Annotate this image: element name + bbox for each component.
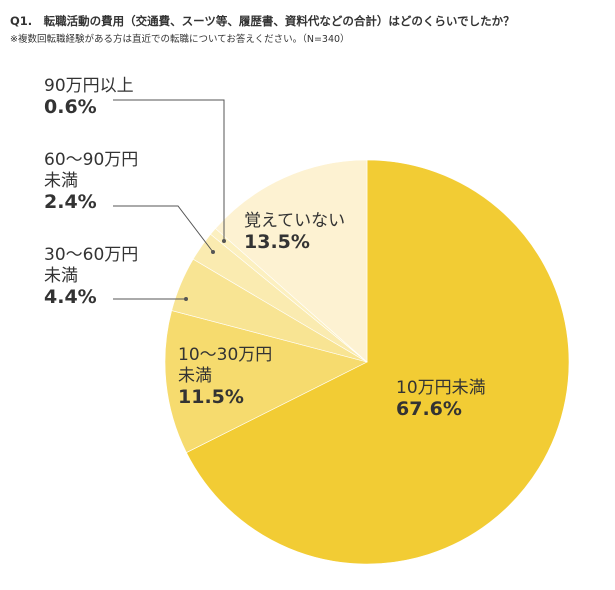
slice-percent: 11.5%: [178, 386, 244, 408]
slice-label: 覚えていない 13.5%: [244, 211, 345, 253]
slice-label-text: 未満: [44, 171, 78, 191]
leader-dot: [184, 297, 188, 301]
slice-label-text: 未満: [44, 266, 78, 286]
slice-percent: 4.4%: [44, 286, 97, 308]
slice-label: 60～90万円 未満 2.4%: [44, 150, 138, 213]
slice-label-text: 覚えていない: [244, 211, 346, 231]
slice-label-text: 60～90万円: [44, 150, 139, 170]
leader-dot: [222, 239, 226, 243]
question-title: Q1. 転職活動の費用（交通費、スーツ等、履歴書、資料代などの合計）はどのくらい…: [10, 14, 515, 28]
pie-slice: [164, 310, 368, 453]
slice-label: 30～60万円 未満 4.4%: [44, 245, 138, 308]
slice-label-text: 30～60万円: [44, 245, 139, 265]
leader-line: [113, 99, 225, 241]
leader-line: [113, 205, 214, 253]
pie-slice: [215, 159, 368, 363]
slice-label-text: 90万円以上: [44, 76, 134, 96]
slice-label: 10万円未満 67.6%: [396, 378, 486, 420]
slice-label-text: 未満: [178, 366, 212, 386]
slice-percent: 2.4%: [44, 191, 97, 213]
pie-slice: [186, 159, 570, 565]
slice-label: 10～30万円 未満 11.5%: [178, 345, 272, 408]
slice-label-text: 10～30万円: [178, 345, 273, 365]
question-note: ※複数回転職経験がある方は直近での転職についてお答えください。（N=340）: [10, 34, 350, 45]
slice-percent: 0.6%: [44, 96, 97, 118]
slice-percent: 13.5%: [244, 231, 310, 253]
slice-percent: 67.6%: [396, 398, 462, 420]
leader-dot: [211, 250, 215, 254]
slice-label: 90万円以上 0.6%: [44, 76, 134, 118]
slice-label-text: 10万円未満: [396, 378, 486, 398]
